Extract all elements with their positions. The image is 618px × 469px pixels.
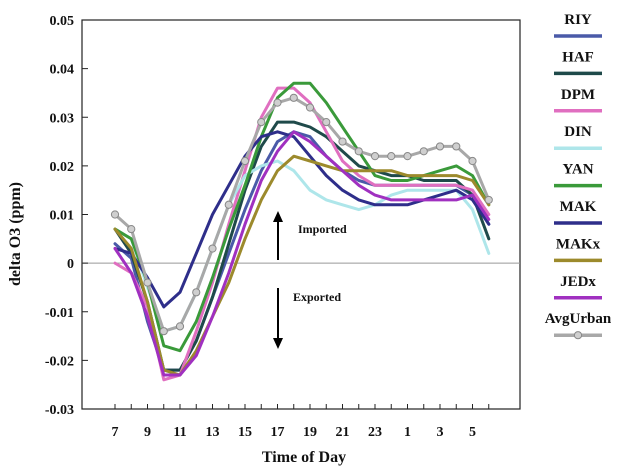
legend-label: RIY — [564, 12, 592, 28]
x-tick-label: 21 — [336, 425, 350, 440]
data-point — [419, 147, 428, 156]
series-line-riy — [113, 130, 491, 372]
x-tick-label: 9 — [144, 425, 151, 440]
imported-annotation: Imported — [273, 211, 347, 260]
x-tick-label: 23 — [368, 425, 382, 440]
y-tick-label: 0.01 — [50, 209, 75, 224]
data-point — [289, 93, 298, 102]
legend-item-yan: YAN — [554, 162, 602, 188]
y-tick-label: -0.03 — [45, 403, 74, 418]
y-tick-label: 0.05 — [50, 14, 75, 29]
x-tick-label: 7 — [112, 425, 119, 440]
series-avgurban — [110, 93, 493, 336]
series-line-jedx — [113, 130, 491, 377]
data-point — [338, 137, 347, 146]
data-point — [322, 118, 331, 127]
y-tick-label: 0 — [67, 257, 74, 272]
data-point — [484, 195, 493, 205]
data-point — [192, 288, 201, 297]
legend-item-jedx: JEDx — [554, 274, 602, 300]
series-line-haf — [113, 120, 491, 372]
series-haf — [113, 120, 491, 372]
legend-item-mak: MAK — [554, 199, 602, 225]
data-point — [110, 210, 120, 219]
x-tick-label: 15 — [238, 425, 252, 440]
legend-label: MAKx — [556, 236, 601, 252]
x-tick-label: 3 — [437, 425, 444, 440]
data-point — [240, 156, 250, 166]
x-axis: 7 9 11 13 15 17 19 21 23 1 3 5 — [112, 404, 490, 440]
data-point — [127, 224, 136, 234]
x-axis-title: Time of Day — [262, 449, 346, 466]
data-point — [208, 244, 217, 253]
legend-label: MAK — [560, 199, 597, 215]
legend-item-din: DIN — [554, 124, 602, 150]
exported-annotation: Exported — [273, 288, 341, 349]
series-layer — [110, 81, 493, 382]
data-point — [387, 152, 396, 161]
data-point — [257, 118, 266, 127]
data-point — [143, 278, 152, 287]
plot-frame — [81, 19, 521, 410]
legend-marker — [573, 331, 583, 340]
x-tick-label: 11 — [173, 425, 186, 440]
data-point — [403, 152, 412, 161]
legend-item-makx: MAKx — [554, 236, 602, 263]
data-point — [354, 147, 363, 156]
legend-label: HAF — [562, 49, 594, 65]
legend-label: DIN — [564, 124, 592, 140]
legend-label: YAN — [562, 162, 593, 178]
legend-item-riy: RIY — [554, 12, 602, 38]
legend-item-avgurban: AvgUrban — [545, 311, 612, 340]
legend-label: AvgUrban — [545, 311, 612, 327]
x-tick-label: 19 — [303, 425, 317, 440]
data-point — [305, 103, 315, 112]
y-tick-label: 0.02 — [50, 160, 75, 175]
x-tick-label: 1 — [404, 425, 411, 440]
y-axis: -0.03 -0.02 -0.01 0 0.01 0.02 0.03 0.04 0.05 — [45, 14, 88, 418]
legend: RIY HAF DPM DIN YAN MAK MAKx JEDx AvgUrban — [545, 12, 612, 340]
data-point — [468, 156, 477, 166]
y-tick-label: 0.04 — [50, 63, 75, 78]
legend-item-haf: HAF — [554, 49, 602, 76]
series-jedx — [113, 130, 491, 377]
imported-label: Imported — [298, 222, 347, 236]
x-tick-label: 5 — [469, 425, 476, 440]
legend-label: DPM — [561, 87, 595, 103]
down-arrowhead-icon — [273, 338, 283, 349]
series-riy — [113, 130, 491, 372]
legend-label: JEDx — [560, 274, 596, 290]
x-tick-label: 17 — [271, 425, 285, 440]
data-point — [159, 327, 168, 336]
up-arrowhead-icon — [273, 211, 283, 222]
exported-label: Exported — [293, 290, 341, 304]
legend-item-dpm: DPM — [554, 87, 602, 113]
data-point — [273, 98, 282, 107]
y-axis-title: delta O3 (ppm) — [7, 182, 24, 286]
data-point — [452, 142, 461, 151]
y-tick-label: -0.02 — [45, 354, 74, 369]
x-tick-label: 13 — [206, 425, 220, 440]
plot-area: -0.03 -0.02 -0.01 0 0.01 0.02 0.03 0.04 0.05 7 9 1… — [45, 14, 521, 440]
y-tick-label: 0.03 — [50, 111, 75, 126]
data-point — [435, 142, 445, 151]
data-point — [370, 152, 380, 161]
y-tick-label: -0.01 — [45, 306, 74, 321]
data-point — [175, 322, 185, 331]
data-point — [224, 200, 233, 209]
